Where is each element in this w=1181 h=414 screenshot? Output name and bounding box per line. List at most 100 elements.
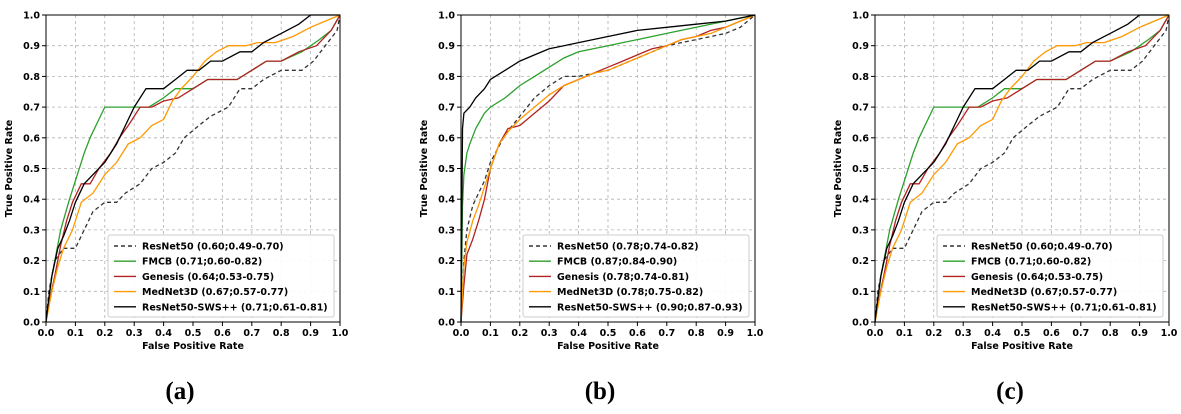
x-tick-label: 0.5	[1014, 328, 1031, 339]
x-tick-label: 0.7	[658, 328, 675, 339]
x-tick-label: 0.3	[541, 328, 558, 339]
x-tick-label: 0.2	[511, 328, 528, 339]
legend-label: FMCB (0.71;0.60-0.82)	[142, 257, 262, 268]
series-line-1	[460, 14, 756, 323]
y-tick-label: 0.9	[23, 41, 40, 52]
y-tick-label: 0.4	[438, 195, 455, 206]
y-tick-label: 0.0	[438, 318, 455, 329]
x-tick-label: 0.0	[453, 328, 470, 339]
series-line-0	[874, 14, 1170, 323]
y-tick-label: 0.6	[852, 133, 869, 144]
series-line-2	[45, 14, 341, 323]
y-tick-label: 0.3	[438, 225, 455, 236]
x-tick-label: 0.4	[155, 328, 172, 339]
series-line-3	[45, 14, 341, 323]
legend-label: FMCB (0.87;0.84-0.90)	[557, 257, 677, 268]
series-line-4	[460, 14, 756, 323]
y-tick-label: 0.7	[23, 103, 40, 114]
y-tick-label: 0.3	[852, 225, 869, 236]
legend-label: MedNet3D (0.78;0.75-0.82)	[557, 287, 703, 298]
x-tick-label: 0.4	[984, 328, 1001, 339]
y-tick-label: 0.7	[438, 103, 455, 114]
y-tick-label: 0.1	[23, 287, 40, 298]
series-line-4	[874, 14, 1169, 323]
x-tick-label: 0.1	[67, 328, 84, 339]
roc-panel-0: 0.0 0.1 0.2 0.3 0.4 0.5 0.6 0.7 0.8 0.9 1.0 0.0 0.1 0…	[4, 11, 349, 353]
legend-label: ResNet50 (0.78;0.74-0.82)	[557, 242, 699, 253]
x-tick-label: 0.0	[867, 328, 884, 339]
y-tick-label: 0.9	[438, 41, 455, 52]
y-axis-label: True Positive Rate	[419, 120, 430, 218]
y-tick-label: 0.2	[852, 256, 869, 267]
x-tick-label: 0.0	[38, 328, 55, 339]
series-line-0	[45, 14, 341, 323]
series-line-2	[874, 14, 1170, 323]
y-tick-label: 0.0	[852, 318, 869, 329]
y-tick-label: 0.2	[23, 256, 40, 267]
x-tick-label: 0.5	[600, 328, 617, 339]
y-tick-label: 0.8	[23, 72, 40, 83]
y-tick-label: 0.1	[438, 287, 455, 298]
y-tick-label: 0.5	[23, 164, 40, 175]
y-tick-label: 0.6	[23, 133, 40, 144]
y-tick-label: 0.5	[438, 164, 455, 175]
x-tick-label: 0.9	[302, 328, 319, 339]
legend-box	[936, 234, 1164, 318]
series-line-3	[460, 14, 756, 323]
legend-label: ResNet50-SWS++ (0.90;0.87-0.93)	[557, 302, 743, 313]
y-tick-label: 0.7	[852, 103, 869, 114]
y-axis-label: True Positive Rate	[833, 120, 844, 218]
y-tick-label: 0.5	[852, 164, 869, 175]
legend-box	[522, 234, 750, 318]
legend-label: ResNet50 (0.60;0.49-0.70)	[971, 242, 1113, 253]
caption-a: (a)	[165, 378, 195, 405]
x-tick-label: 0.6	[629, 328, 646, 339]
x-tick-label: 0.6	[214, 328, 231, 339]
y-tick-label: 0.9	[852, 41, 869, 52]
legend-label: ResNet50 (0.60;0.49-0.70)	[142, 242, 284, 253]
x-tick-label: 1.0	[332, 328, 349, 339]
x-tick-label: 1.0	[747, 328, 764, 339]
legend-label: Genesis (0.64;0.53-0.75)	[971, 272, 1103, 283]
x-tick-label: 0.7	[1072, 328, 1089, 339]
y-tick-label: 0.0	[23, 318, 40, 329]
y-tick-label: 0.1	[852, 287, 869, 298]
roc-panel-1: 0.0 0.1 0.2 0.3 0.4 0.5 0.6 0.7 0.8 0.9 1.0 0.0 0.1 0…	[419, 11, 764, 353]
legend-label: Genesis (0.64;0.53-0.75)	[142, 272, 274, 283]
legend-label: MedNet3D (0.67;0.57-0.77)	[142, 287, 288, 298]
roc-panel-2: 0.0 0.1 0.2 0.3 0.4 0.5 0.6 0.7 0.8 0.9 1.0 0.0 0.1 0…	[833, 11, 1178, 353]
x-tick-label: 0.8	[273, 328, 290, 339]
x-tick-label: 0.2	[96, 328, 113, 339]
y-tick-label: 0.2	[438, 256, 455, 267]
y-tick-label: 1.0	[852, 11, 869, 22]
x-tick-label: 0.9	[1131, 328, 1148, 339]
x-tick-label: 0.8	[1102, 328, 1119, 339]
caption-c: (c)	[996, 378, 1024, 405]
x-tick-label: 0.6	[1043, 328, 1060, 339]
y-tick-label: 0.6	[438, 133, 455, 144]
x-tick-label: 0.3	[955, 328, 972, 339]
x-tick-label: 0.1	[896, 328, 913, 339]
legend-box	[107, 234, 335, 318]
caption-b: (b)	[584, 378, 616, 405]
y-tick-label: 1.0	[23, 11, 40, 22]
series-line-4	[45, 14, 340, 323]
legend-label: ResNet50-SWS++ (0.71;0.61-0.81)	[971, 302, 1157, 313]
legend-label: FMCB (0.71;0.60-0.82)	[971, 257, 1091, 268]
series-line-0	[460, 14, 756, 323]
x-axis-label: False Positive Rate	[142, 341, 244, 352]
y-tick-label: 0.8	[852, 72, 869, 83]
x-tick-label: 0.5	[185, 328, 202, 339]
legend-label: Genesis (0.78;0.74-0.81)	[557, 272, 689, 283]
x-tick-label: 0.7	[243, 328, 260, 339]
y-tick-label: 1.0	[438, 11, 455, 22]
y-tick-label: 0.3	[23, 225, 40, 236]
legend-label: ResNet50-SWS++ (0.71;0.61-0.81)	[142, 302, 328, 313]
x-tick-label: 0.4	[570, 328, 587, 339]
x-tick-label: 0.1	[482, 328, 499, 339]
x-axis-label: False Positive Rate	[557, 341, 659, 352]
y-tick-label: 0.4	[852, 195, 869, 206]
x-tick-label: 0.8	[688, 328, 705, 339]
series-line-3	[874, 14, 1170, 323]
